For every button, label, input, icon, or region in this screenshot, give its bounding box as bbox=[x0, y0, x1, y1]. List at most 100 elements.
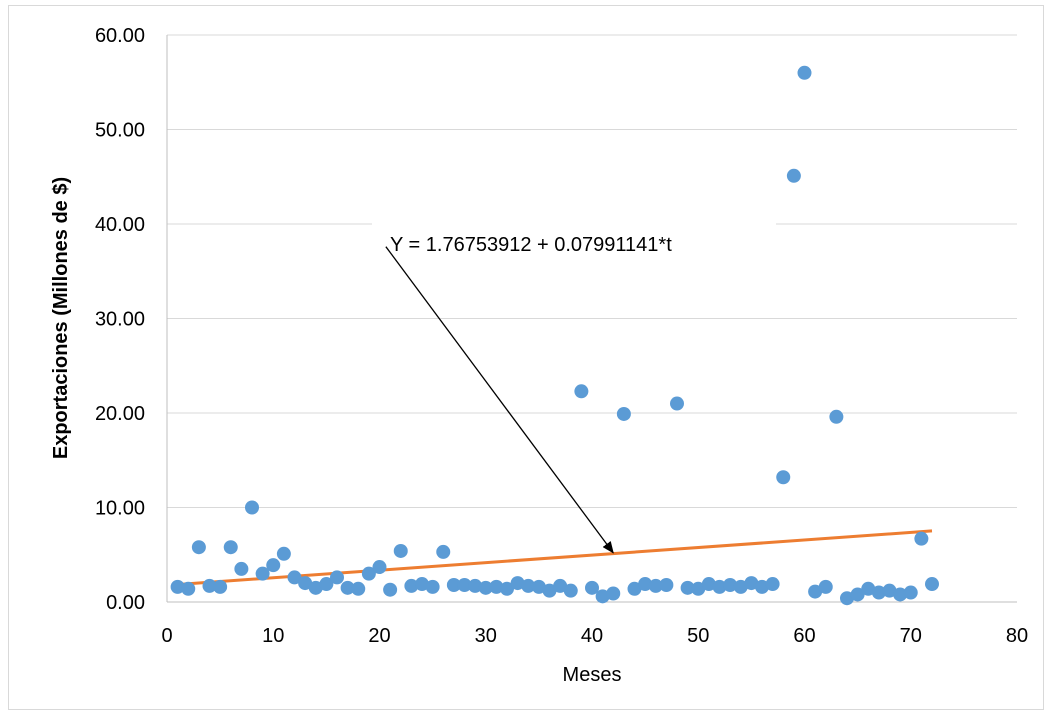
y-tick-label: 20.00 bbox=[95, 403, 145, 425]
data-point bbox=[893, 587, 908, 602]
data-point bbox=[797, 65, 812, 80]
data-point bbox=[213, 579, 228, 594]
x-axis-title: Meses bbox=[563, 664, 622, 686]
data-point bbox=[871, 585, 886, 600]
data-point bbox=[298, 576, 313, 591]
data-point bbox=[542, 583, 557, 598]
data-point bbox=[202, 578, 217, 593]
data-point bbox=[744, 576, 759, 591]
data-point bbox=[266, 558, 281, 573]
data-point bbox=[616, 406, 631, 421]
trendline bbox=[177, 529, 933, 587]
data-point bbox=[786, 168, 801, 183]
data-point bbox=[276, 546, 291, 561]
x-tick-label: 40 bbox=[581, 625, 603, 647]
annotation-text: Y = 1.76753912 + 0.07991141*t bbox=[390, 234, 672, 256]
data-point bbox=[627, 581, 642, 596]
data-point bbox=[712, 579, 727, 594]
data-point bbox=[330, 570, 344, 585]
data-point bbox=[340, 580, 355, 595]
data-point bbox=[308, 580, 323, 595]
data-point bbox=[829, 409, 844, 424]
data-point bbox=[861, 581, 876, 596]
data-point bbox=[563, 583, 578, 598]
data-point bbox=[595, 589, 610, 604]
data-point bbox=[776, 470, 791, 485]
data-point bbox=[170, 579, 185, 594]
data-point bbox=[691, 581, 706, 596]
annotation-arrow bbox=[385, 246, 614, 554]
data-point bbox=[255, 566, 270, 581]
data-point bbox=[351, 581, 366, 596]
data-point bbox=[903, 585, 918, 600]
data-point bbox=[415, 577, 429, 592]
y-tick-label: 40.00 bbox=[95, 214, 145, 236]
data-point bbox=[372, 560, 387, 575]
y-tick-label: 0.00 bbox=[106, 592, 145, 614]
data-point bbox=[606, 586, 621, 601]
data-point bbox=[882, 583, 897, 598]
data-point bbox=[914, 531, 929, 546]
data-point bbox=[393, 543, 408, 558]
data-point bbox=[457, 577, 472, 592]
data-point bbox=[234, 561, 249, 576]
data-point bbox=[818, 579, 833, 594]
trendline-group bbox=[177, 529, 933, 587]
data-point bbox=[361, 566, 376, 581]
data-point bbox=[670, 396, 684, 411]
data-point bbox=[733, 579, 748, 594]
data-point bbox=[521, 578, 536, 593]
data-point bbox=[723, 577, 738, 592]
y-axis-title: Exportaciones (Millones de $) bbox=[50, 177, 72, 459]
grid-lines bbox=[167, 34, 1017, 508]
x-tick-label: 80 bbox=[1006, 625, 1028, 647]
data-point bbox=[319, 577, 334, 592]
data-point bbox=[181, 581, 196, 596]
data-point bbox=[850, 587, 865, 602]
data-point bbox=[446, 577, 461, 592]
data-point bbox=[404, 578, 419, 593]
data-point bbox=[245, 500, 259, 515]
data-point bbox=[765, 577, 780, 592]
data-point bbox=[553, 578, 568, 593]
axes bbox=[166, 35, 1017, 603]
annotation-group: Y = 1.76753912 + 0.07991141*t bbox=[372, 220, 776, 554]
x-tick-label: 70 bbox=[900, 625, 922, 647]
data-point bbox=[840, 591, 854, 606]
y-tick-label: 30.00 bbox=[95, 309, 145, 331]
x-tick-label: 50 bbox=[687, 625, 709, 647]
data-points bbox=[170, 65, 939, 606]
data-point bbox=[425, 579, 440, 594]
y-tick-label: 10.00 bbox=[95, 498, 145, 520]
data-point bbox=[648, 578, 663, 593]
data-point bbox=[755, 579, 769, 594]
data-point bbox=[436, 544, 451, 559]
x-tick-label: 60 bbox=[793, 625, 815, 647]
data-point bbox=[489, 579, 504, 594]
data-point bbox=[468, 578, 483, 593]
tick-labels: 0 10 20 30 40 50 60 70 80 0.00 10.00 20.00 30.00 40.0… bbox=[95, 25, 1028, 647]
data-point bbox=[383, 582, 398, 597]
data-point bbox=[223, 540, 238, 555]
data-point bbox=[510, 576, 525, 591]
data-point bbox=[191, 540, 206, 555]
y-tick-label: 50.00 bbox=[95, 120, 145, 142]
data-point bbox=[638, 577, 653, 592]
x-tick-label: 0 bbox=[161, 625, 172, 647]
data-point bbox=[925, 577, 939, 592]
x-tick-label: 30 bbox=[475, 625, 497, 647]
data-point bbox=[531, 579, 546, 594]
data-point bbox=[478, 580, 493, 595]
data-point bbox=[287, 570, 302, 585]
data-point bbox=[574, 384, 589, 399]
data-point bbox=[808, 584, 823, 599]
annotation-box bbox=[372, 220, 776, 266]
data-point bbox=[585, 580, 599, 595]
data-point bbox=[500, 581, 514, 596]
y-tick-label: 60.00 bbox=[95, 25, 145, 47]
data-point bbox=[701, 577, 716, 592]
x-tick-label: 20 bbox=[368, 625, 390, 647]
data-point bbox=[680, 580, 695, 595]
data-point bbox=[659, 577, 674, 592]
